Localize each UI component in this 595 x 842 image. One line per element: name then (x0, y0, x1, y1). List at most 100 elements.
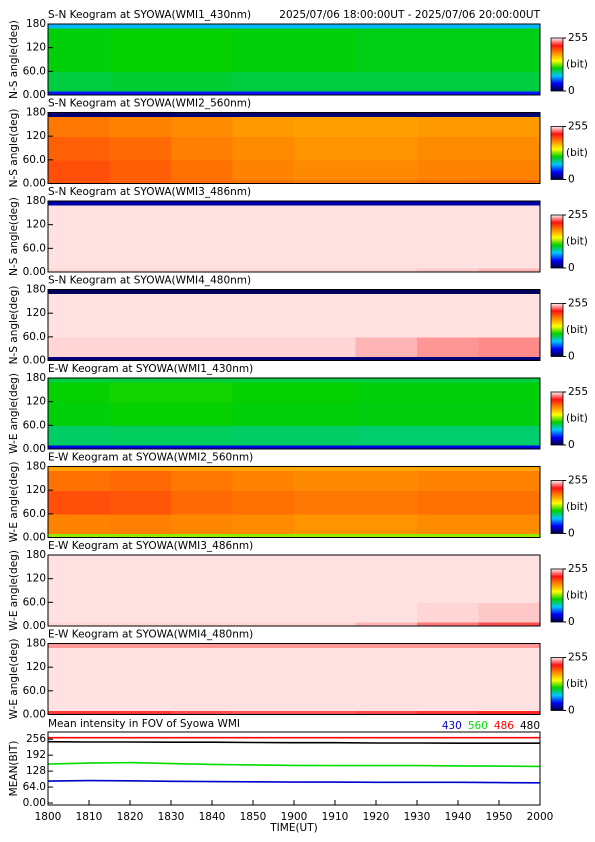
colorbar-tick-label: 0 (568, 351, 575, 363)
heat-cell (417, 336, 480, 358)
y-tick-label: 0.00 (23, 89, 46, 101)
heat-cell (355, 47, 418, 72)
colorbar-label: (bit) (566, 413, 588, 425)
heat-cell (478, 555, 541, 560)
heat-cell (417, 490, 480, 515)
heat-cell (294, 470, 357, 491)
heat-cell (417, 710, 480, 716)
heat-cell (417, 378, 480, 383)
heat-cell (232, 248, 295, 269)
heat-cell (417, 513, 480, 535)
heat-cell (232, 513, 295, 535)
heat-cell (109, 136, 172, 161)
heat-cell (417, 643, 480, 649)
heat-cell (109, 578, 172, 603)
heat-cell (232, 647, 295, 668)
heat-cell (355, 647, 418, 668)
panel-title: Mean intensity in FOV of Syowa WMI (48, 718, 240, 730)
colorbar-tick-label: 0 (568, 705, 575, 717)
heat-cell (294, 356, 357, 362)
panel-frame (47, 289, 541, 361)
heat-cell (355, 667, 418, 692)
y-tick-label: 0.00 (23, 797, 46, 809)
heat-cell (294, 381, 357, 403)
heat-cell (109, 513, 172, 535)
heat-cell (417, 356, 480, 362)
heat-cell (478, 401, 541, 426)
heat-cell (417, 647, 480, 668)
heat-cell (48, 378, 111, 383)
y-tick-label: 120 (26, 307, 46, 319)
heat-cell (232, 27, 295, 49)
heat-cell (478, 313, 541, 338)
y-tick-label: 60.0 (23, 65, 46, 77)
heat-cell (171, 356, 234, 362)
heat-cell (48, 667, 111, 692)
heat-cell (48, 466, 111, 472)
y-tick-label: 60.0 (23, 242, 46, 254)
heat-cell (355, 490, 418, 515)
colorbar (550, 657, 564, 711)
heat-cell (232, 71, 295, 92)
heat-cell (294, 690, 357, 712)
heat-cell (355, 533, 418, 539)
heat-cell (109, 643, 172, 649)
heat-cell (294, 24, 357, 29)
legend-entry: 480 (520, 720, 540, 732)
heat-cell (294, 533, 357, 539)
y-axis-label: W-E angle(deg) (8, 639, 20, 720)
y-axis-label: MEAN(BIT) (8, 741, 20, 797)
heat-cell (478, 578, 541, 603)
heat-cell (109, 204, 172, 226)
heat-cell (355, 378, 418, 383)
y-axis-label: N-S angle(deg) (8, 286, 20, 365)
panel-title: E-W Keogram at SYOWA(WMI2_560nm) (48, 452, 253, 464)
heat-cell (109, 71, 172, 92)
heat-cell (478, 71, 541, 92)
y-axis-label: N-S angle(deg) (8, 197, 20, 276)
heat-cell (171, 555, 234, 560)
heat-cell (109, 248, 172, 269)
heat-cell (171, 27, 234, 49)
heat-cell (171, 159, 234, 181)
panel-title: E-W Keogram at SYOWA(WMI4_480nm) (48, 629, 253, 641)
heat-cell (294, 313, 357, 338)
heat-cell (171, 690, 234, 712)
heat-cell (48, 647, 111, 668)
heat-cell (355, 159, 418, 181)
heat-cell (109, 116, 172, 137)
heat-cell (48, 91, 111, 96)
colorbar-tick-label: 255 (568, 386, 588, 398)
x-tick-label: 1820 (117, 811, 144, 823)
heat-cell (355, 27, 418, 49)
heat-cell (478, 647, 541, 668)
heat-cell (478, 470, 541, 491)
heat-cell (232, 91, 295, 96)
heat-cell (417, 116, 480, 137)
y-tick-label: 120 (26, 42, 46, 54)
heat-cell (48, 445, 111, 450)
heat-cell (48, 513, 111, 535)
heat-cell (48, 313, 111, 338)
heat-cell (171, 578, 234, 603)
heat-cell (355, 602, 418, 623)
x-axis-label: TIME(UT) (269, 822, 318, 834)
heat-cell (478, 356, 541, 362)
heat-cell (478, 710, 541, 716)
colorbar-label: (bit) (566, 678, 588, 690)
heat-cell (478, 27, 541, 49)
heat-cell (294, 643, 357, 649)
heat-cell (294, 647, 357, 668)
heat-cell (478, 690, 541, 712)
heat-cell (417, 268, 480, 273)
colorbar-label: (bit) (566, 236, 588, 248)
heat-cell (232, 466, 295, 472)
y-tick-label: 180 (26, 549, 46, 561)
heat-cell (355, 116, 418, 137)
heat-cell (355, 622, 418, 627)
heat-cell (109, 667, 172, 692)
heat-cell (109, 179, 172, 185)
panel-title: E-W Keogram at SYOWA(WMI1_430nm) (48, 363, 253, 375)
heat-cell (232, 289, 295, 295)
